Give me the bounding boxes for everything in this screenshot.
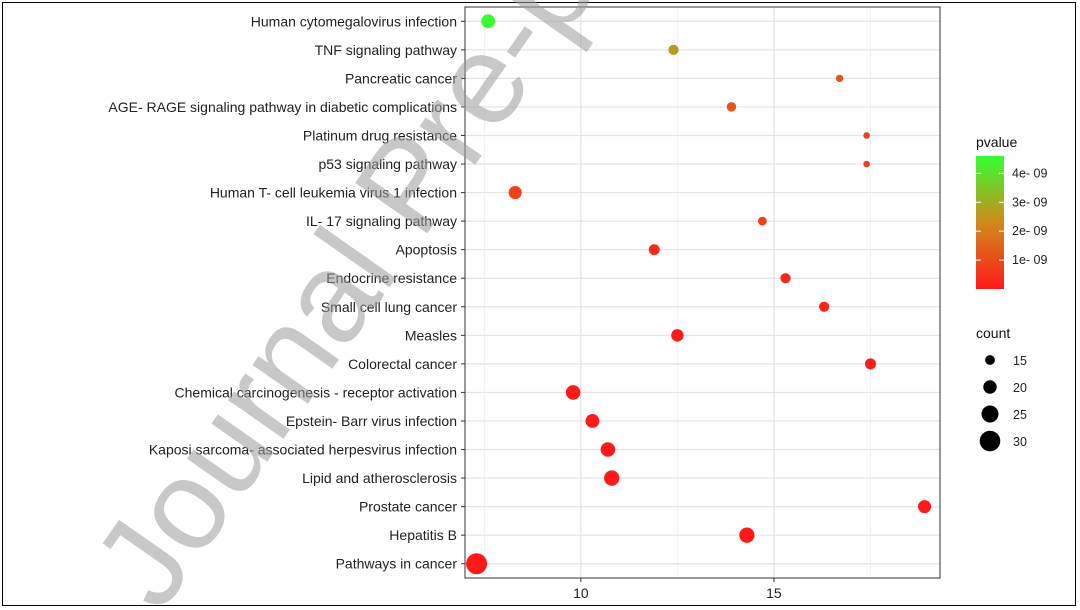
y-tick-label: IL- 17 signaling pathway	[306, 213, 457, 229]
data-point	[819, 301, 830, 312]
data-point	[604, 470, 620, 486]
data-point	[585, 414, 600, 428]
data-point	[863, 160, 870, 168]
data-point	[917, 500, 932, 514]
legend-pvalue-title: pvalue	[976, 134, 1017, 150]
colorbar-label: 4e- 09	[1012, 166, 1047, 180]
colorbar-label: 2e- 09	[1012, 224, 1047, 238]
y-tick-label: Human cytomegalovirus infection	[251, 13, 457, 29]
y-tick-label: Colorectal cancer	[348, 356, 457, 372]
data-point	[739, 527, 755, 543]
y-tick-label: AGE- RAGE signaling pathway in diabetic …	[108, 99, 457, 115]
y-tick-label: Pancreatic cancer	[345, 70, 457, 86]
y-tick-label: Kaposi sarcoma- associated herpesvirus i…	[149, 442, 457, 458]
y-tick-label: Pathways in cancer	[336, 556, 458, 572]
data-point	[508, 186, 522, 200]
data-point	[481, 14, 496, 29]
y-tick-label: Lipid and atherosclerosis	[302, 470, 457, 486]
data-point	[668, 44, 679, 55]
data-point	[600, 442, 616, 457]
y-tick-label: Endocrine resistance	[326, 270, 457, 286]
data-point	[648, 244, 660, 256]
y-tick-label: Prostate cancer	[359, 499, 457, 515]
colorbar-label: 3e- 09	[1012, 195, 1047, 209]
data-point	[863, 132, 870, 139]
y-tick-label: Small cell lung cancer	[321, 299, 458, 315]
count-legend-label: 30	[1013, 435, 1027, 449]
count-legend-label: 20	[1013, 381, 1027, 395]
data-point	[565, 385, 581, 400]
count-legend-dot	[979, 430, 1001, 452]
y-tick-label: Epstein- Barr virus infection	[286, 413, 457, 429]
y-tick-label: p53 signaling pathway	[318, 156, 457, 172]
count-legend-label: 25	[1013, 408, 1027, 422]
count-legend-dot	[983, 380, 997, 394]
data-point	[780, 273, 791, 284]
y-tick-label: TNF signaling pathway	[315, 42, 457, 58]
y-tick-label: Human T- cell leukemia virus 1 infection	[210, 185, 457, 201]
y-tick-label: Measles	[405, 327, 457, 343]
data-point	[466, 553, 488, 575]
data-point	[835, 74, 844, 83]
colorbar-label: 1e- 09	[1012, 253, 1047, 267]
data-point	[757, 216, 767, 226]
data-point	[671, 329, 684, 342]
data-point	[865, 358, 876, 370]
plot-panel-border	[464, 6, 941, 579]
count-legend-dot	[981, 405, 999, 423]
count-legend-label: 15	[1013, 354, 1027, 368]
y-tick-label: Chemical carcinogenesis - receptor activ…	[175, 384, 457, 400]
y-tick-label: Hepatitis B	[389, 527, 457, 543]
x-tick-label: 10	[573, 585, 589, 601]
legend-count-title: count	[976, 325, 1010, 341]
count-legend-dot	[985, 355, 995, 365]
y-tick-label: Apoptosis	[396, 242, 457, 258]
pvalue-colorbar	[976, 156, 1004, 289]
x-tick-label: 15	[766, 585, 782, 601]
y-tick-label: Platinum drug resistance	[303, 127, 457, 143]
data-point	[726, 102, 737, 112]
